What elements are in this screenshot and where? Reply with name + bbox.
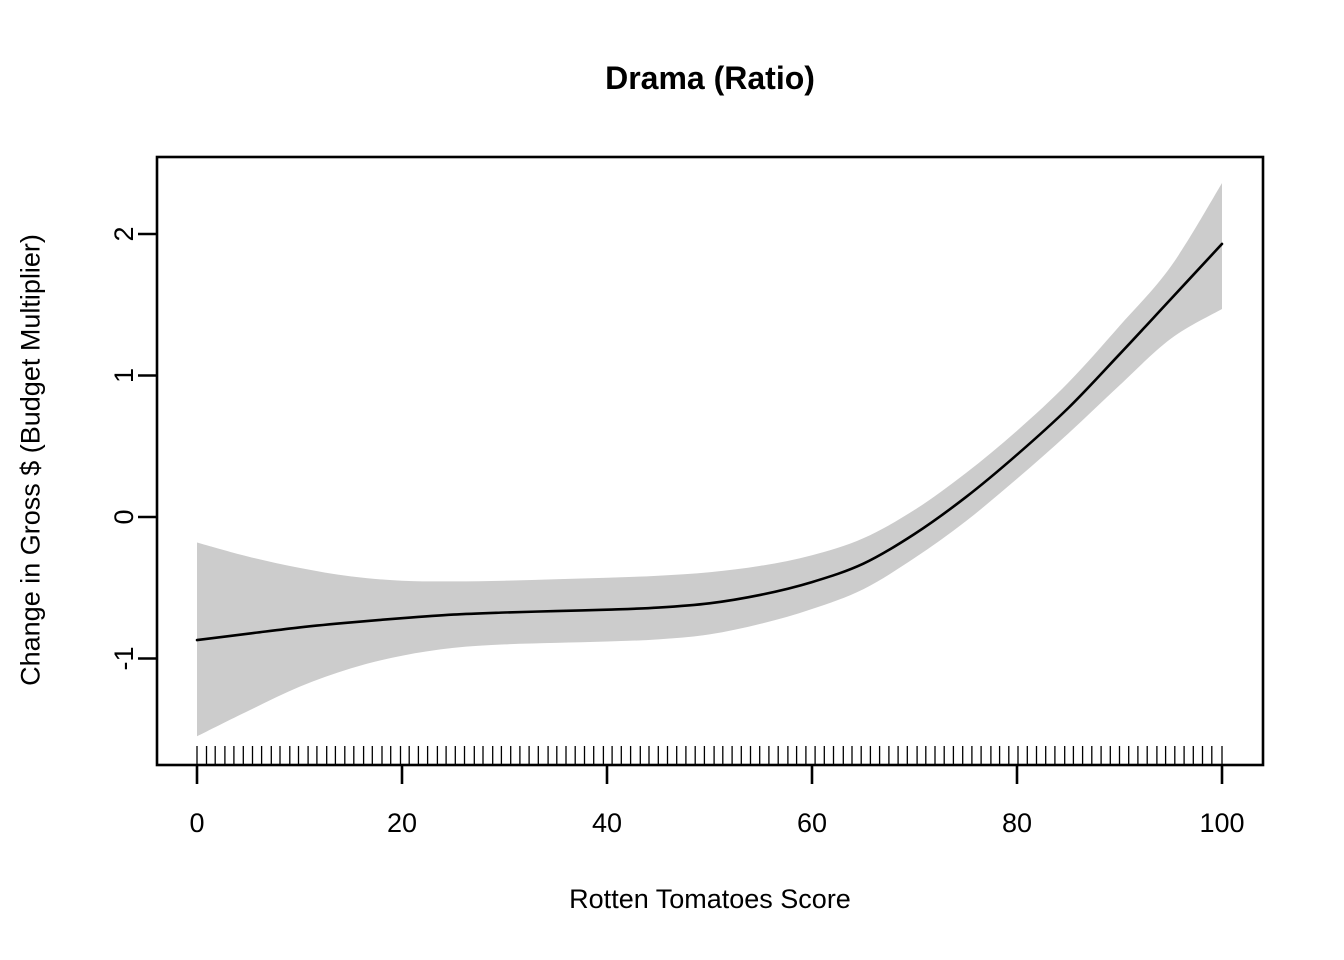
y-axis-label: Change in Gross $ (Budget Multiplier) [15, 234, 46, 686]
x-axis-label: Rotten Tomatoes Score [569, 884, 851, 914]
x-tick-label: 40 [592, 808, 622, 838]
confidence-band [197, 183, 1222, 737]
smooth-fit-line [195, 242, 1224, 642]
y-tick-label: 1 [109, 368, 139, 383]
x-tick-label: 0 [189, 808, 204, 838]
x-tick-label: 80 [1002, 808, 1032, 838]
y-tick-label: -1 [109, 646, 139, 670]
x-tick-label: 20 [387, 808, 417, 838]
y-tick-label: 0 [109, 509, 139, 524]
rug-marks [196, 746, 1223, 764]
y-tick-label: 2 [109, 226, 139, 241]
plot-frame [155, 155, 1265, 767]
x-tick-label: 60 [797, 808, 827, 838]
x-tick-label: 100 [1199, 808, 1244, 838]
chart-title: Drama (Ratio) [605, 60, 815, 96]
